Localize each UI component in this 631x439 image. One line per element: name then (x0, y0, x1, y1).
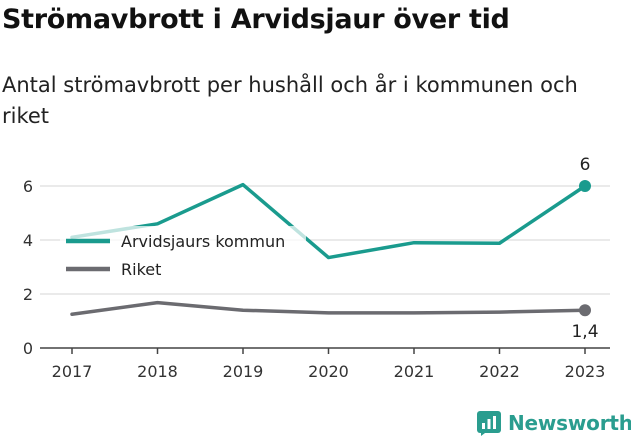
newsworthy-logo: Newsworthy (476, 407, 631, 439)
y-tick-label: 4 (23, 231, 33, 250)
legend-background (60, 226, 306, 286)
end-point-riket (579, 304, 591, 317)
x-tick-label: 2021 (394, 362, 435, 381)
brand-name: Newsworthy (508, 411, 631, 435)
x-tick-label: 2017 (52, 362, 93, 381)
chart-subtitle: Antal strömavbrott per hushåll och år i … (2, 73, 578, 128)
x-tick-label: 2018 (137, 362, 178, 381)
y-tick-label: 2 (23, 285, 33, 304)
series-line-kommun (70, 182, 587, 260)
chart-title: Strömavbrott i Arvidsjaur över tid (2, 4, 510, 35)
data-label-kommun-2023: 6 (580, 155, 591, 175)
data-label-riket-2023: 1,4 (571, 322, 598, 342)
axes: 0 2 4 6 2017 2018 2019 2020 2021 2022 2023 (23, 177, 610, 381)
end-point-kommun (579, 180, 591, 192)
series (70, 180, 591, 317)
y-tick-label: 6 (23, 177, 33, 196)
legend-label-riket: Riket (121, 260, 161, 279)
legend: Arvidsjaurs kommun Riket (60, 226, 306, 286)
x-tick-label: 2019 (223, 362, 264, 381)
x-tick-label: 2022 (479, 362, 520, 381)
data-labels: 61,4 (571, 155, 598, 342)
legend-label-kommun: Arvidsjaurs kommun (121, 232, 285, 251)
series-line-riket (70, 300, 587, 316)
y-tick-label: 0 (23, 339, 33, 358)
x-tick-label: 2023 (565, 362, 606, 381)
newsworthy-icon (477, 411, 501, 436)
x-tick-label: 2020 (308, 362, 349, 381)
